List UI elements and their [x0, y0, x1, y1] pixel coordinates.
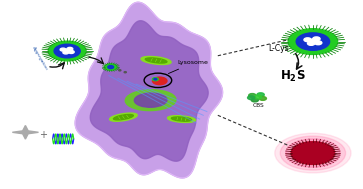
Text: +: + [39, 130, 47, 140]
Circle shape [286, 139, 340, 167]
Circle shape [124, 72, 126, 73]
Circle shape [257, 93, 264, 97]
Circle shape [65, 49, 70, 52]
Circle shape [296, 33, 330, 50]
Polygon shape [75, 2, 223, 178]
Circle shape [154, 78, 157, 80]
Circle shape [304, 38, 311, 42]
Circle shape [67, 47, 73, 50]
Circle shape [63, 51, 69, 54]
Circle shape [313, 37, 320, 41]
Polygon shape [12, 125, 38, 139]
Circle shape [249, 94, 256, 97]
Circle shape [68, 50, 74, 53]
Circle shape [48, 41, 86, 61]
Ellipse shape [171, 117, 192, 121]
Circle shape [119, 70, 121, 71]
Text: $\mathregular{H_2S}$: $\mathregular{H_2S}$ [280, 69, 305, 84]
Polygon shape [90, 21, 208, 161]
Circle shape [288, 29, 338, 54]
Circle shape [54, 44, 80, 58]
Text: Lysosome: Lysosome [168, 60, 209, 74]
Ellipse shape [125, 90, 176, 111]
Circle shape [291, 142, 335, 164]
Circle shape [314, 41, 322, 45]
Circle shape [259, 97, 266, 100]
Circle shape [280, 136, 346, 170]
Circle shape [248, 96, 255, 100]
Ellipse shape [141, 57, 171, 64]
Circle shape [254, 95, 262, 99]
Circle shape [60, 48, 66, 51]
Circle shape [152, 78, 158, 81]
Ellipse shape [114, 115, 133, 120]
Text: L-Cys: L-Cys [269, 44, 289, 53]
Circle shape [105, 64, 117, 70]
Circle shape [310, 39, 317, 43]
Text: Aggregation: Aggregation [31, 45, 48, 70]
Circle shape [275, 133, 351, 173]
Circle shape [108, 66, 114, 69]
Circle shape [292, 142, 334, 164]
Circle shape [152, 77, 167, 85]
Ellipse shape [110, 113, 137, 121]
Circle shape [251, 98, 258, 102]
Ellipse shape [134, 93, 167, 107]
Text: CBS: CBS [253, 103, 264, 108]
Ellipse shape [145, 58, 167, 63]
Ellipse shape [167, 116, 196, 122]
Circle shape [307, 42, 315, 45]
